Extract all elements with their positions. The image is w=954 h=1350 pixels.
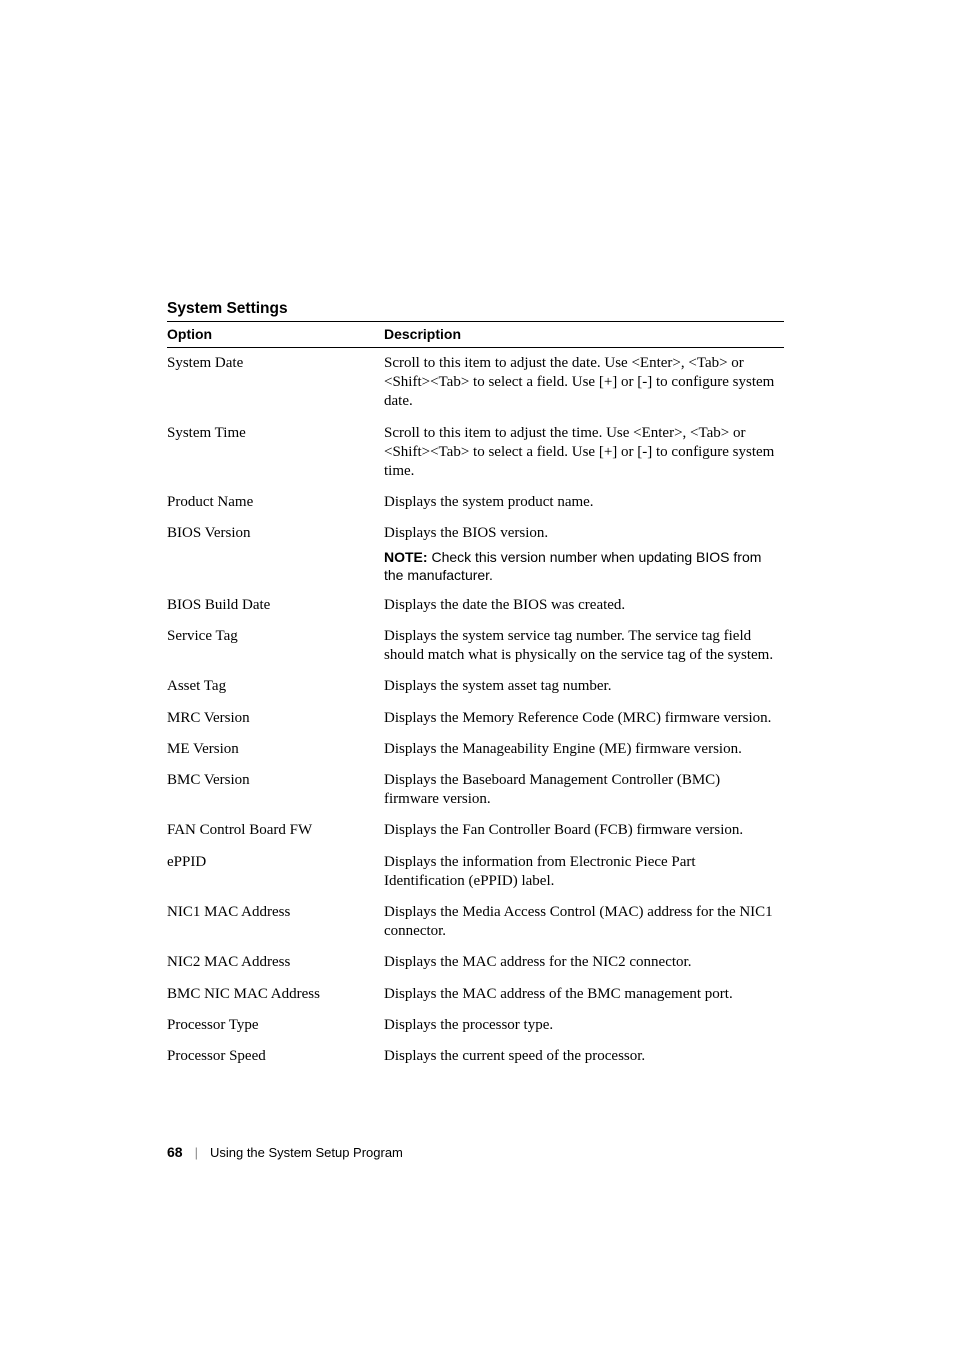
description-cell: Displays the Memory Reference Code (MRC)… <box>384 703 784 734</box>
table-row: System Date Scroll to this item to adjus… <box>167 348 784 418</box>
description-cell: Displays the system service tag number. … <box>384 621 784 671</box>
option-cell: BIOS Version <box>167 518 384 590</box>
table-header-row: Option Description <box>167 322 784 348</box>
description-cell: Displays the date the BIOS was created. <box>384 590 784 621</box>
description-cell: Displays the Media Access Control (MAC) … <box>384 897 784 947</box>
description-cell: Displays the BIOS version. NOTE: Check t… <box>384 518 784 590</box>
table-row: NIC1 MAC Address Displays the Media Acce… <box>167 897 784 947</box>
system-settings-table: Option Description System Date Scroll to… <box>167 321 784 1072</box>
option-cell: BMC Version <box>167 765 384 815</box>
table-row: ePPID Displays the information from Elec… <box>167 847 784 897</box>
table-row: Asset Tag Displays the system asset tag … <box>167 671 784 702</box>
note-text: Check this version number when updating … <box>384 549 761 583</box>
option-cell: Processor Speed <box>167 1041 384 1072</box>
description-cell: Displays the MAC address for the NIC2 co… <box>384 947 784 978</box>
table-row: NIC2 MAC Address Displays the MAC addres… <box>167 947 784 978</box>
footer-section: Using the System Setup Program <box>210 1145 403 1160</box>
option-cell: Processor Type <box>167 1010 384 1041</box>
page-number: 68 <box>167 1144 183 1160</box>
description-cell: Displays the information from Electronic… <box>384 847 784 897</box>
table-row: FAN Control Board FW Displays the Fan Co… <box>167 815 784 846</box>
header-description: Description <box>384 322 784 348</box>
table-row: Service Tag Displays the system service … <box>167 621 784 671</box>
table-row: MRC Version Displays the Memory Referenc… <box>167 703 784 734</box>
footer-divider: | <box>195 1145 198 1160</box>
option-cell: NIC2 MAC Address <box>167 947 384 978</box>
option-cell: System Date <box>167 348 384 418</box>
table-row: System Time Scroll to this item to adjus… <box>167 418 784 488</box>
table-row: BMC Version Displays the Baseboard Manag… <box>167 765 784 815</box>
table-row: Product Name Displays the system product… <box>167 487 784 518</box>
page-content: System Settings Option Description Syste… <box>0 0 954 1072</box>
table-row: Processor Type Displays the processor ty… <box>167 1010 784 1041</box>
option-cell: NIC1 MAC Address <box>167 897 384 947</box>
description-cell: Displays the system asset tag number. <box>384 671 784 702</box>
description-text: Displays the BIOS version. <box>384 525 548 541</box>
option-cell: Service Tag <box>167 621 384 671</box>
option-cell: FAN Control Board FW <box>167 815 384 846</box>
description-cell: Displays the Baseboard Management Contro… <box>384 765 784 815</box>
section-heading: System Settings <box>167 300 784 318</box>
option-cell: BIOS Build Date <box>167 590 384 621</box>
option-cell: Product Name <box>167 487 384 518</box>
note-block: NOTE: Check this version number when upd… <box>384 548 778 584</box>
description-cell: Displays the system product name. <box>384 487 784 518</box>
description-cell: Scroll to this item to adjust the date. … <box>384 348 784 418</box>
option-cell: ePPID <box>167 847 384 897</box>
header-option: Option <box>167 322 384 348</box>
table-row: BMC NIC MAC Address Displays the MAC add… <box>167 979 784 1010</box>
table-row: ME Version Displays the Manageability En… <box>167 734 784 765</box>
option-cell: ME Version <box>167 734 384 765</box>
description-cell: Displays the Fan Controller Board (FCB) … <box>384 815 784 846</box>
description-cell: Scroll to this item to adjust the time. … <box>384 418 784 488</box>
option-cell: BMC NIC MAC Address <box>167 979 384 1010</box>
option-cell: System Time <box>167 418 384 488</box>
description-cell: Displays the processor type. <box>384 1010 784 1041</box>
description-cell: Displays the MAC address of the BMC mana… <box>384 979 784 1010</box>
table-row: Processor Speed Displays the current spe… <box>167 1041 784 1072</box>
page-footer: 68 | Using the System Setup Program <box>167 1144 403 1160</box>
note-label: NOTE: <box>384 549 428 565</box>
description-cell: Displays the Manageability Engine (ME) f… <box>384 734 784 765</box>
option-cell: MRC Version <box>167 703 384 734</box>
option-cell: Asset Tag <box>167 671 384 702</box>
table-row: BIOS Version Displays the BIOS version. … <box>167 518 784 590</box>
description-cell: Displays the current speed of the proces… <box>384 1041 784 1072</box>
table-row: BIOS Build Date Displays the date the BI… <box>167 590 784 621</box>
